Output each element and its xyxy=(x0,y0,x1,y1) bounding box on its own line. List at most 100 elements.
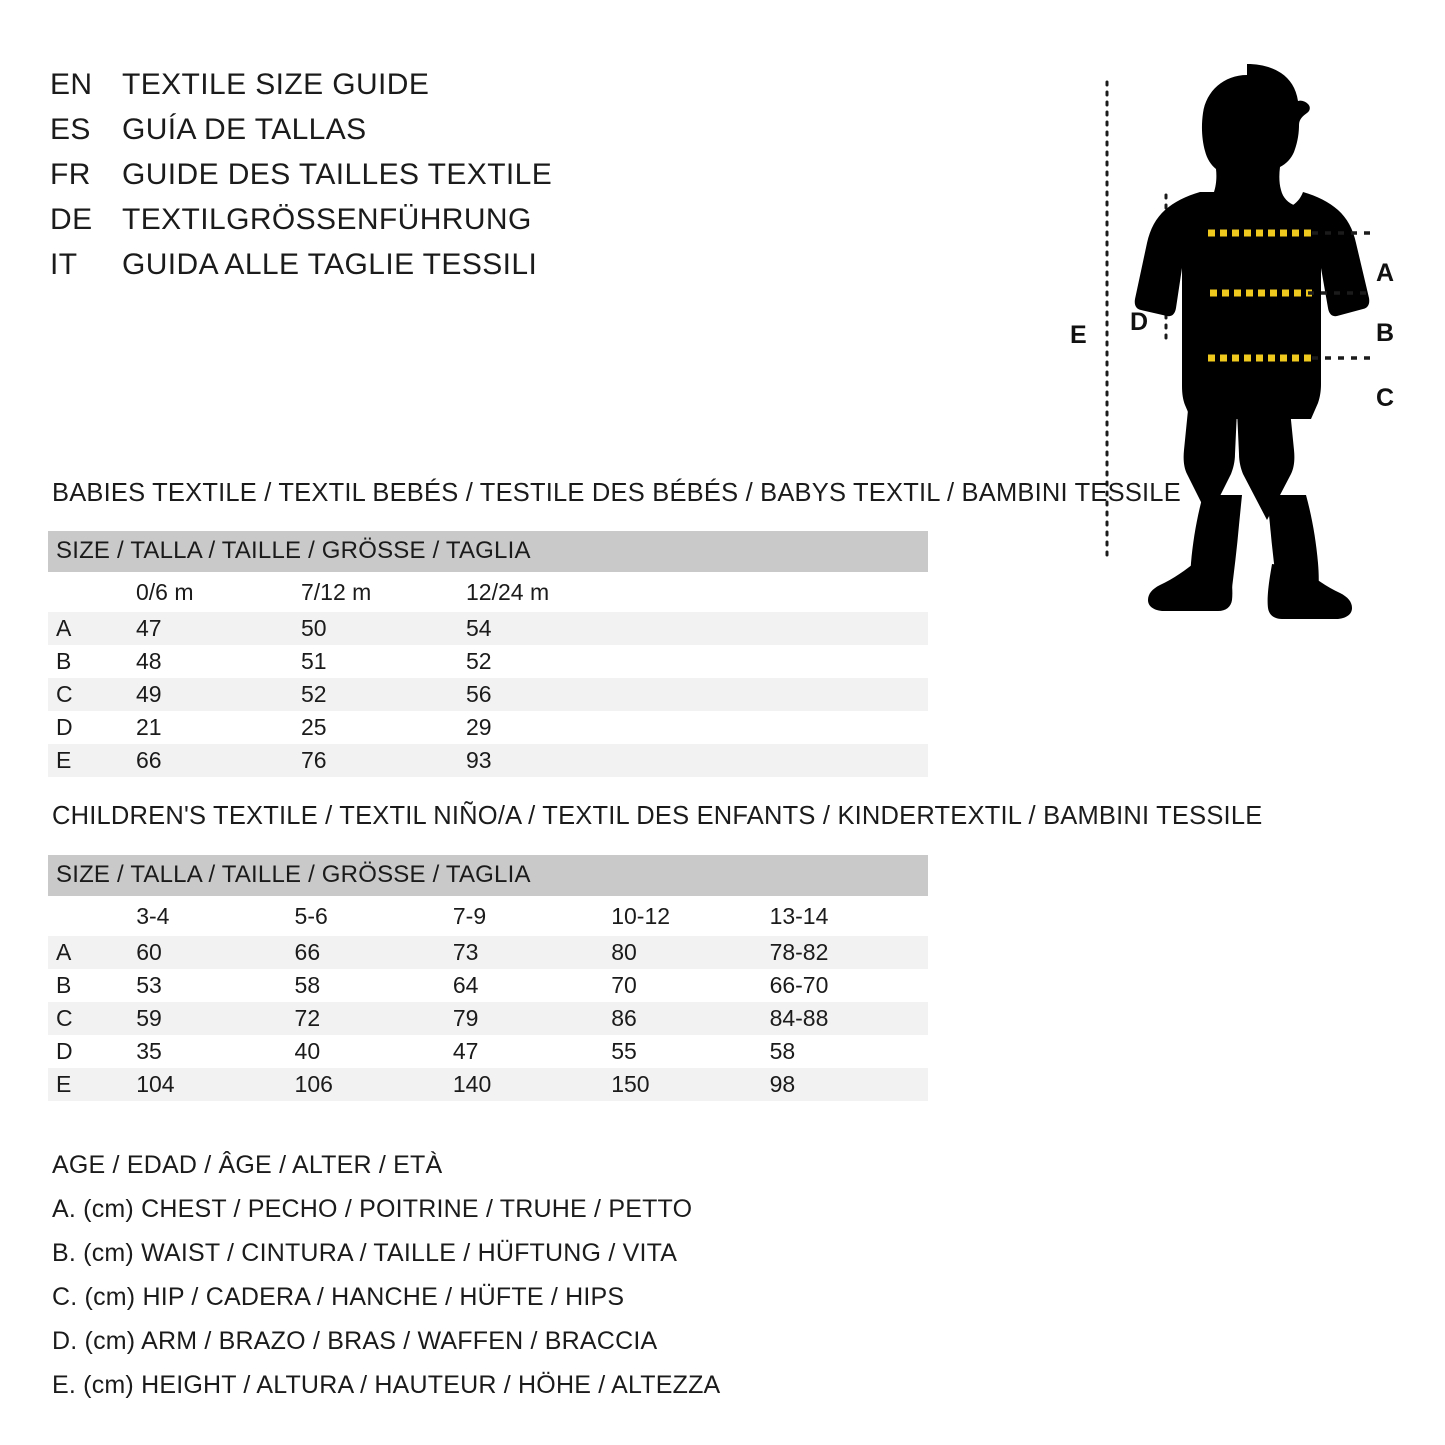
children-section-title: CHILDREN'S TEXTILE / TEXTIL NIÑO/A / TEX… xyxy=(52,802,1263,830)
row-spacer xyxy=(631,744,928,777)
row-value: 106 xyxy=(294,1068,453,1101)
dimension-label-A: A xyxy=(1376,259,1395,287)
legend-line: AGE / EDAD / ÂGE / ALTER / ETÀ xyxy=(52,1151,443,1179)
language-code: EN xyxy=(50,68,93,101)
row-value: 54 xyxy=(466,612,631,645)
row-value: 60 xyxy=(136,936,295,969)
row-value: 66-70 xyxy=(769,972,829,998)
language-row: ES GUÍA DE TALLAS xyxy=(50,113,750,158)
row-value: 78-82 xyxy=(769,936,928,969)
row-value: 84-88 xyxy=(769,1002,928,1035)
language-title-block: EN TEXTILE SIZE GUIDE ES GUÍA DE TALLAS FR GU… xyxy=(50,68,750,293)
legend-line: B. (cm) WAIST / CINTURA / TAILLE / HÜFTU… xyxy=(52,1239,678,1267)
babies-size-bar-row: SIZE / TALLA / TAILLE / GRÖSSE / TAGLIA xyxy=(48,531,928,572)
row-spacer xyxy=(631,711,928,744)
table-row: B 53 58 64 70 66-70 xyxy=(48,969,928,1002)
row-value: 70 xyxy=(611,972,637,998)
row-label: E xyxy=(48,744,136,777)
row-value: 66 xyxy=(294,936,453,969)
row-value: 47 xyxy=(136,612,301,645)
babies-size-table: SIZE / TALLA / TAILLE / GRÖSSE / TAGLIA … xyxy=(48,531,928,777)
table-row: E 104 106 140 150 98 xyxy=(48,1068,928,1101)
row-value: 21 xyxy=(136,714,162,740)
table-row: C 59 72 79 86 84-88 xyxy=(48,1002,928,1035)
language-title: GUIDA ALLE TAGLIE TESSILI xyxy=(122,248,538,281)
babies-section-title: BABIES TEXTILE / TEXTIL BEBÉS / TESTILE … xyxy=(52,479,1181,507)
row-label: B xyxy=(56,648,72,674)
row-spacer xyxy=(631,645,928,678)
row-value: 80 xyxy=(611,936,770,969)
row-value: 59 xyxy=(136,1002,295,1035)
table-row: C 49 52 56 xyxy=(48,678,928,711)
language-row: DE TEXTILGRÖSSENFÜHRUNG xyxy=(50,203,750,248)
row-value: 49 xyxy=(136,678,301,711)
row-value: 25 xyxy=(301,714,327,740)
table-row: A 47 50 54 xyxy=(48,612,928,645)
row-value: 72 xyxy=(294,1002,453,1035)
language-code: IT xyxy=(50,248,78,281)
row-label: C xyxy=(48,1002,137,1035)
legend-line: E. (cm) HEIGHT / ALTURA / HAUTEUR / HÖHE… xyxy=(52,1371,721,1399)
measurement-legend: AGE / EDAD / ÂGE / ALTER / ETÀ A. (cm) CH… xyxy=(52,1143,812,1407)
dimension-label-C: C xyxy=(1376,384,1395,412)
language-row: FR GUIDE DES TAILLES TEXTILE xyxy=(50,158,750,203)
row-label: E xyxy=(48,1068,137,1101)
row-value: 150 xyxy=(611,1068,770,1101)
row-value: 58 xyxy=(769,1038,796,1064)
row-value: 140 xyxy=(452,1068,612,1101)
babies-column-header: 7/12 m xyxy=(301,579,372,605)
row-value: 52 xyxy=(466,648,492,674)
language-title: TEXTILGRÖSSENFÜHRUNG xyxy=(122,203,532,236)
children-size-table: SIZE / TALLA / TAILLE / GRÖSSE / TAGLIA … xyxy=(48,855,928,1101)
row-value: 53 xyxy=(136,972,162,998)
babies-size-bar-label: SIZE / TALLA / TAILLE / GRÖSSE / TAGLIA xyxy=(48,531,928,572)
row-value: 76 xyxy=(301,744,466,777)
row-value: 47 xyxy=(452,1038,479,1064)
children-column-header: 5-6 xyxy=(294,903,328,929)
row-value: 104 xyxy=(136,1068,295,1101)
children-column-header: 10-12 xyxy=(611,903,671,929)
row-value: 35 xyxy=(136,1038,162,1064)
row-label: A xyxy=(48,612,136,645)
row-spacer xyxy=(631,678,928,711)
language-code: ES xyxy=(50,113,91,146)
row-label: B xyxy=(56,972,72,998)
language-code: FR xyxy=(50,158,91,191)
row-label: C xyxy=(48,678,136,711)
row-value: 55 xyxy=(611,1038,637,1064)
row-value: 98 xyxy=(769,1068,928,1101)
table-row: A 60 66 73 80 78-82 xyxy=(48,936,928,969)
babies-spacer-cell xyxy=(631,572,928,612)
language-row: IT GUIDA ALLE TAGLIE TESSILI xyxy=(50,248,750,293)
babies-corner-cell xyxy=(48,572,136,612)
row-value: 48 xyxy=(136,648,162,674)
row-value: 86 xyxy=(611,1002,770,1035)
silhouette-body xyxy=(1134,64,1370,619)
table-row: B 48 51 52 xyxy=(48,645,928,678)
measurement-figure-panel: E D A B C xyxy=(1040,40,1445,620)
row-value: 79 xyxy=(452,1002,612,1035)
table-row: E 66 76 93 xyxy=(48,744,928,777)
row-value: 64 xyxy=(452,972,479,998)
row-value: 40 xyxy=(294,1038,321,1064)
dimension-label-B: B xyxy=(1376,319,1395,347)
row-value: 50 xyxy=(301,612,466,645)
children-size-bar-row: SIZE / TALLA / TAILLE / GRÖSSE / TAGLIA xyxy=(48,855,928,896)
row-value: 56 xyxy=(466,678,631,711)
dimension-label-D: D xyxy=(1130,308,1149,336)
row-label: A xyxy=(48,936,137,969)
dimension-label-E: E xyxy=(1070,321,1088,349)
row-value: 58 xyxy=(294,972,321,998)
children-column-header: 7-9 xyxy=(452,903,487,929)
language-title: GUIDE DES TAILLES TEXTILE xyxy=(122,158,553,191)
row-spacer xyxy=(631,612,928,645)
language-row: EN TEXTILE SIZE GUIDE xyxy=(50,68,750,113)
row-value: 29 xyxy=(466,714,492,740)
legend-line: D. (cm) ARM / BRAZO / BRAS / WAFFEN / BR… xyxy=(52,1327,658,1355)
children-corner-cell xyxy=(48,896,136,936)
table-row: D 21 25 29 xyxy=(48,711,928,744)
babies-column-header: 0/6 m xyxy=(136,579,194,605)
table-row: D 35 40 47 55 58 xyxy=(48,1035,928,1068)
language-title: GUÍA DE TALLAS xyxy=(122,113,367,146)
language-code: DE xyxy=(50,203,93,236)
